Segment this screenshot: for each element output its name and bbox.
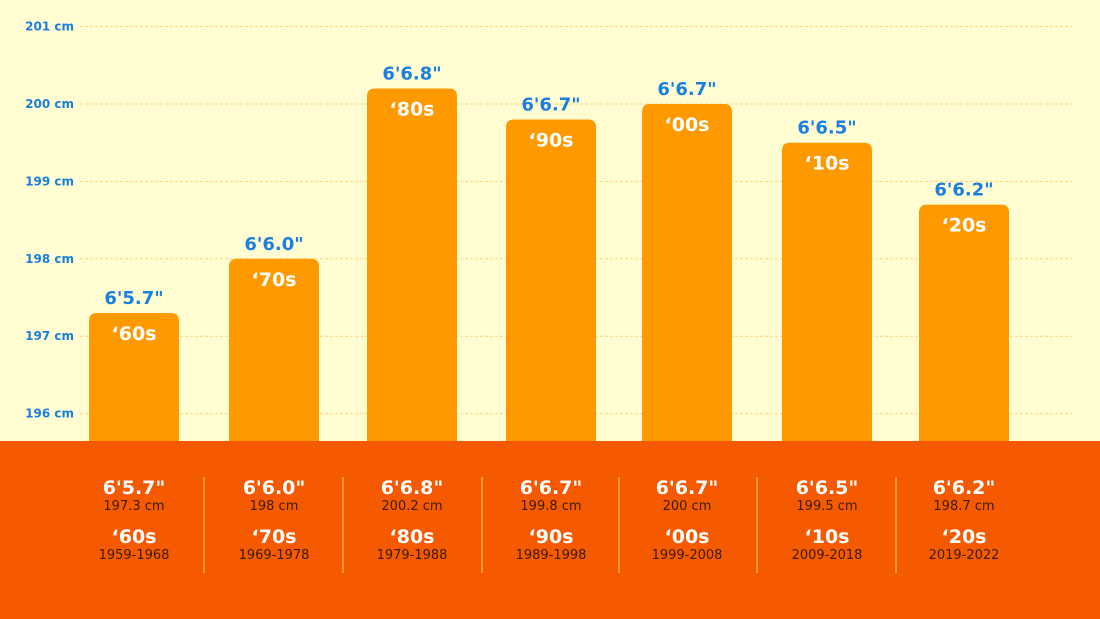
- y-tick-label: 198 cm: [25, 252, 74, 266]
- year-range: 1979-1988: [376, 548, 448, 563]
- imperial-height: 6'6.5": [795, 477, 859, 499]
- column-divider: [342, 477, 344, 573]
- column-divider: [618, 477, 620, 573]
- y-tick-label: 199 cm: [25, 174, 74, 188]
- imperial-height: 6'6.2": [932, 477, 996, 499]
- bar-category-label: ‘90s: [529, 129, 574, 151]
- bar-value-label: 6'6.2": [934, 180, 993, 201]
- year-range: 1989-1998: [515, 548, 587, 563]
- imperial-height: 6'6.7": [519, 477, 583, 499]
- column-divider: [480, 477, 483, 573]
- cm-height: 198.7 cm: [933, 499, 995, 514]
- bar: [642, 104, 732, 441]
- decade-label: ‘90s: [528, 526, 574, 548]
- bar: [367, 88, 457, 441]
- imperial-height: 6'6.8": [380, 477, 444, 499]
- summary-column: 6'6.7" 199.8 cm ‘90s 1989-1998: [482, 477, 620, 573]
- summary-column: 6'6.5" 199.5 cm ‘10s 2009-2018: [758, 477, 896, 573]
- bar: [506, 119, 596, 441]
- bar-value-label: 6'6.7": [521, 94, 580, 115]
- y-tick-label: 200 cm: [25, 97, 74, 111]
- year-range: 2009-2018: [791, 548, 863, 563]
- cm-height: 199.8 cm: [520, 499, 582, 514]
- column-divider: [203, 477, 205, 573]
- year-range: 2019-2022: [928, 548, 1000, 563]
- bar: [89, 312, 179, 441]
- bar-category-label: ‘70s: [252, 269, 297, 291]
- cm-height: 200.2 cm: [381, 499, 443, 514]
- imperial-height: 6'5.7": [102, 477, 166, 499]
- cm-height: 200 cm: [662, 499, 712, 514]
- summary-column: 6'6.8" 200.2 cm ‘80s 1979-1988: [343, 477, 481, 573]
- bar-category-label: ‘80s: [390, 99, 435, 121]
- bar: [229, 258, 319, 441]
- y-tick-label: 201 cm: [25, 20, 74, 34]
- summary-column: 6'6.0" 198 cm ‘70s 1969-1978: [205, 477, 343, 573]
- column-divider: [756, 477, 758, 573]
- imperial-height: 6'6.0": [242, 477, 306, 499]
- bar-value-label: 6'5.7": [104, 288, 163, 309]
- summary-column: 6'6.7" 200 cm ‘00s 1999-2008: [618, 477, 756, 573]
- decade-label: ‘00s: [664, 526, 710, 548]
- imperial-height: 6'6.7": [655, 477, 719, 499]
- bar-value-label: 6'6.7": [657, 79, 716, 100]
- year-range: 1959-1968: [98, 548, 170, 563]
- bar-category-label: ‘00s: [665, 114, 710, 136]
- cm-height: 199.5 cm: [796, 499, 858, 514]
- summary-panel: 6'5.7" 197.3 cm ‘60s 1959-1968 6'6.0" 198 cm ‘…: [0, 441, 1100, 619]
- bar-category-label: ‘20s: [942, 215, 987, 237]
- bar-category-label: ‘10s: [805, 153, 850, 175]
- bar-value-label: 6'6.0": [244, 234, 303, 255]
- y-tick-label: 197 cm: [25, 329, 74, 343]
- y-tick-label: 196 cm: [25, 407, 74, 421]
- column-divider: [894, 477, 897, 573]
- bar: [919, 204, 1009, 441]
- decade-label: ‘20s: [941, 526, 987, 548]
- summary-column: 6'5.7" 197.3 cm ‘60s 1959-1968: [65, 477, 203, 573]
- bar-value-label: 6'6.8": [382, 64, 441, 85]
- bar-chart: 196 cm 197 cm 198 cm 199 cm 200 cm 201 cm 6'5.…: [25, 20, 1072, 441]
- year-range: 1999-2008: [651, 548, 723, 563]
- bar: [782, 142, 872, 441]
- decade-label: ‘60s: [111, 526, 157, 548]
- decade-label: ‘80s: [389, 526, 435, 548]
- cm-height: 197.3 cm: [103, 499, 165, 514]
- decade-label: ‘70s: [251, 526, 297, 548]
- year-range: 1969-1978: [238, 548, 310, 563]
- bar-category-label: ‘60s: [112, 323, 157, 345]
- cm-height: 198 cm: [249, 499, 299, 514]
- bar-value-label: 6'6.5": [797, 118, 856, 139]
- decade-label: ‘10s: [804, 526, 850, 548]
- summary-column: 6'6.2" 198.7 cm ‘20s 2019-2022: [895, 477, 1033, 573]
